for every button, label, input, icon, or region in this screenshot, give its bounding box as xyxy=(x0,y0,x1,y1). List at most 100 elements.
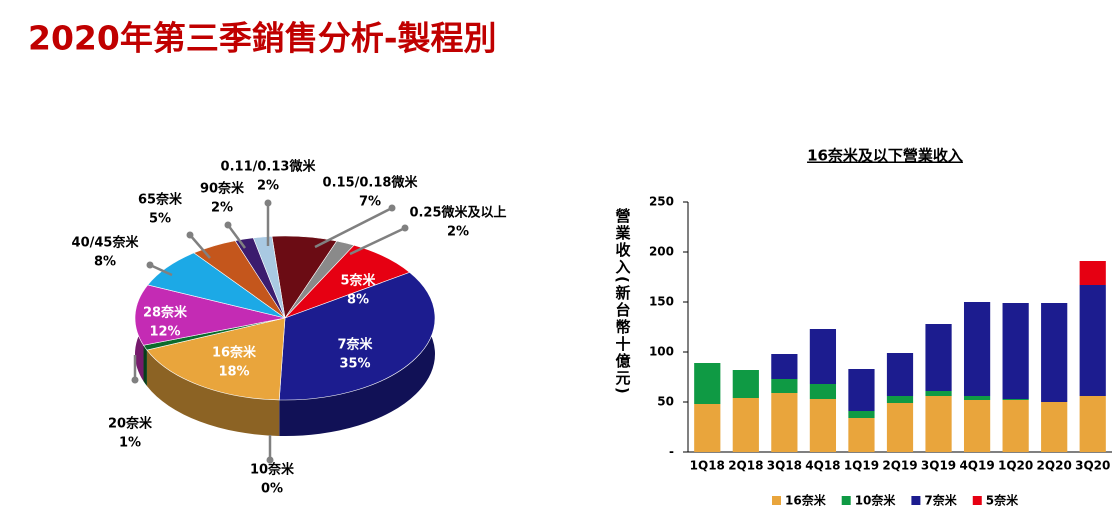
pie-label: 65奈米 xyxy=(138,192,183,208)
x-tick-label: 2Q19 xyxy=(882,459,917,473)
bar-segment xyxy=(886,396,914,403)
legend-label: 7奈米 xyxy=(924,493,957,508)
bar-segment xyxy=(1079,261,1106,285)
pie-value-label: 2% xyxy=(257,179,279,194)
bar-segment xyxy=(771,379,798,393)
pie-slice xyxy=(146,317,286,401)
pie-value-label: 7% xyxy=(359,195,381,210)
bar-segment xyxy=(809,384,837,399)
bar-segment xyxy=(886,403,914,452)
x-tick-label: 1Q19 xyxy=(844,459,879,473)
bar-segment xyxy=(1041,303,1068,402)
slide-title: 2020年第三季銷售分析-製程別 xyxy=(28,19,497,58)
y-tick-label: 50 xyxy=(657,395,674,409)
bar-segment xyxy=(694,363,721,404)
leader-dot xyxy=(266,456,274,464)
legend-label: 5奈米 xyxy=(986,493,1019,508)
legend-label: 16奈米 xyxy=(785,493,827,508)
bar-segment xyxy=(694,404,721,452)
leader-dot xyxy=(131,376,139,384)
leader-dot xyxy=(401,224,409,232)
bar-segment xyxy=(963,396,991,400)
bar-segment xyxy=(1002,303,1029,399)
leader-line xyxy=(189,234,211,259)
x-tick-label: 1Q20 xyxy=(998,459,1033,473)
pie-slice xyxy=(278,272,436,401)
pie-label: 10奈米 xyxy=(250,462,295,478)
bar-segment xyxy=(848,411,875,418)
leader-dot xyxy=(186,231,194,239)
leader-line xyxy=(226,224,247,249)
bar-segment xyxy=(848,369,875,411)
y-axis-label: 營業收入(新台幣十億元) xyxy=(614,207,632,396)
x-tick-label: 2Q18 xyxy=(728,459,763,473)
y-tick-label: - xyxy=(669,445,674,459)
y-tick-label: 100 xyxy=(649,345,674,359)
bar-segment xyxy=(771,393,798,452)
pie-value-label: 2% xyxy=(447,225,469,240)
bar-segment xyxy=(925,396,952,452)
leader-line xyxy=(314,206,393,249)
y-tick-label: 150 xyxy=(649,295,674,309)
bar-segment xyxy=(963,400,991,452)
bar-segment xyxy=(1002,399,1029,400)
pie-slice xyxy=(252,235,286,319)
bar-title: 16奈米及以下營業收入 xyxy=(807,147,963,165)
y-tick-label: 250 xyxy=(649,195,674,209)
leader-dot xyxy=(224,221,232,229)
pie-label: 20奈米 xyxy=(108,416,153,432)
pie-value-label: 8% xyxy=(94,255,116,270)
bar-segment xyxy=(848,418,875,452)
leader-line xyxy=(149,263,173,277)
legend-swatch xyxy=(841,496,851,505)
leader-dot xyxy=(264,199,272,207)
pie-label: 16奈米 xyxy=(212,345,257,361)
pie-side xyxy=(146,350,280,436)
leader-dot xyxy=(388,204,396,212)
bar-segment xyxy=(1079,285,1106,396)
legend-label: 10奈米 xyxy=(855,493,897,508)
pie-value-label: 18% xyxy=(218,365,249,380)
pie-side xyxy=(279,272,435,436)
bar-segment xyxy=(1041,402,1068,452)
bar-segment xyxy=(732,398,759,452)
pie-label: 5奈米 xyxy=(340,273,376,289)
x-tick-label: 1Q18 xyxy=(690,459,725,473)
pie-value-label: 2% xyxy=(211,201,233,216)
pie-value-label: 0% xyxy=(261,482,283,497)
legend-swatch xyxy=(972,496,982,505)
x-tick-label: 4Q19 xyxy=(959,459,994,473)
pie-label: 90奈米 xyxy=(200,181,245,197)
pie-label: 7奈米 xyxy=(337,337,373,353)
x-tick-label: 3Q19 xyxy=(921,459,956,473)
bar-segment xyxy=(963,302,991,396)
pie-side xyxy=(143,345,147,387)
pie-label: 28奈米 xyxy=(143,305,188,321)
pie-label: 0.25微米及以上 xyxy=(409,205,506,221)
bar-segment xyxy=(925,391,952,396)
bar-segment xyxy=(771,354,798,379)
pie-label: 0.11/0.13微米 xyxy=(221,159,317,175)
legend-swatch xyxy=(911,496,921,505)
bar-segment xyxy=(1002,400,1029,452)
pie-value-label: 8% xyxy=(347,293,369,308)
legend-swatch xyxy=(772,496,781,505)
pie-value-label: 5% xyxy=(149,212,171,227)
pie-label: 0.15/0.18微米 xyxy=(323,175,419,191)
bar-segment xyxy=(809,329,837,384)
pie-slice xyxy=(134,284,286,346)
pie-value-label: 35% xyxy=(339,357,370,372)
bar-segment xyxy=(925,324,952,391)
leader-line xyxy=(349,226,406,256)
x-tick-label: 3Q20 xyxy=(1075,459,1110,473)
leader-dot xyxy=(146,261,154,269)
pie-value-label: 1% xyxy=(119,436,141,451)
bar-segment xyxy=(1079,396,1106,452)
x-tick-label: 3Q18 xyxy=(767,459,802,473)
x-tick-label: 4Q18 xyxy=(805,459,840,473)
bar-segment xyxy=(809,399,837,452)
bar-segment xyxy=(732,370,759,398)
x-tick-label: 2Q20 xyxy=(1037,459,1072,473)
pie-value-label: 12% xyxy=(149,325,180,340)
